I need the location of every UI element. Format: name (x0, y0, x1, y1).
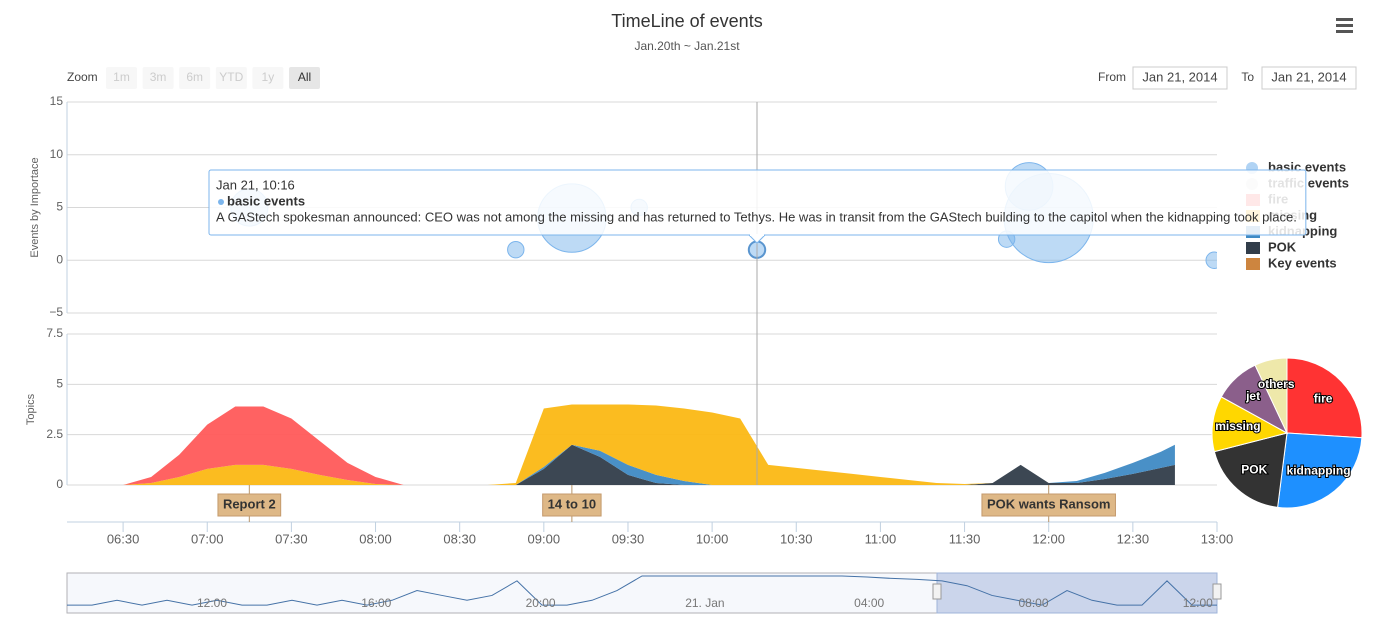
tooltip-text: A GAStech spokesman announced: CEO was n… (216, 209, 1297, 224)
to-value: Jan 21, 2014 (1271, 69, 1346, 84)
zoom-button-label: All (298, 70, 311, 84)
flag-label: Report 2 (223, 496, 276, 511)
y-tick-label: 7.5 (46, 326, 63, 340)
pie-slice (1213, 432, 1288, 508)
menu-bar (1336, 30, 1353, 33)
pie-label: kidnapping (1287, 463, 1351, 477)
y-tick-label: −5 (49, 305, 63, 319)
legend-item[interactable]: Key events (1246, 255, 1337, 270)
pie-slice (1277, 432, 1363, 509)
menu-button[interactable] (1336, 18, 1353, 33)
x-tick-label: 07:00 (191, 531, 224, 546)
y-tick-label: 0 (56, 477, 63, 491)
zoom-button-label: 6m (186, 70, 203, 84)
zoom-button[interactable] (179, 67, 211, 89)
y-tick-label: 5 (56, 200, 63, 214)
tooltip-header: Jan 21, 10:16 (216, 177, 295, 192)
pie-label: POK (1241, 462, 1267, 476)
x-tick-label: 08:30 (443, 531, 476, 546)
navigator-label: 04:00 (854, 596, 884, 610)
y-tick-label: 2.5 (46, 427, 63, 441)
tooltip-box (208, 169, 1307, 236)
to-input[interactable] (1261, 66, 1357, 90)
area (67, 404, 1175, 485)
bubble (507, 241, 525, 259)
pie-slice (1254, 357, 1288, 434)
menu-bar (1336, 18, 1353, 21)
x-tick-label: 08:00 (359, 531, 392, 546)
x-tick-label: 11:00 (865, 531, 897, 546)
area (67, 444, 1175, 485)
x-tick-label: 12:30 (1117, 531, 1150, 546)
y-axis-title: Topics (25, 393, 37, 425)
legend-label: Key events (1268, 255, 1337, 270)
tooltip-bullet (218, 199, 224, 205)
x-tick-label: 13:00 (1201, 531, 1234, 546)
zoom-button-label: 1y (262, 70, 275, 84)
flag (217, 493, 282, 517)
zoom-button[interactable] (252, 67, 284, 89)
zoom-button-label: 3m (150, 70, 167, 84)
x-tick-label: 09:30 (612, 531, 645, 546)
y-tick-label: 10 (50, 147, 64, 161)
navigator-label: 21. Jan (685, 596, 724, 610)
navigator-line (67, 575, 1217, 606)
flag (981, 493, 1116, 517)
y-axis-title: Events by Importace (29, 157, 41, 257)
pie-label: others (1258, 377, 1295, 391)
x-tick-label: 12:00 (1032, 531, 1065, 546)
zoom-button[interactable] (289, 67, 320, 89)
tooltip-series: basic events (227, 193, 305, 208)
navigator-frame (66, 572, 1218, 614)
pie-label: jet (1245, 389, 1260, 403)
area (67, 404, 1175, 485)
pie-slice (1286, 357, 1363, 439)
navigator-selection (936, 572, 1218, 614)
flag (542, 493, 602, 517)
x-tick-label: 07:30 (275, 531, 308, 546)
zoom-button[interactable] (215, 67, 247, 89)
x-tick-label: 06:30 (107, 531, 140, 546)
tooltip-pointer (747, 234, 767, 244)
from-label: From (1098, 70, 1126, 84)
pie-label: fire (1314, 391, 1333, 405)
bubble (1205, 251, 1217, 269)
zoom-button[interactable] (106, 67, 137, 89)
navigator-label: 12:00 (197, 596, 227, 610)
to-label: To (1241, 70, 1254, 84)
menu-bar (1336, 24, 1353, 27)
y-tick-label: 15 (50, 94, 64, 108)
navigator-label: 16:00 (361, 596, 391, 610)
from-input[interactable] (1132, 66, 1228, 90)
legend-symbol (1246, 258, 1260, 270)
legend-item[interactable]: POK (1246, 239, 1297, 254)
navigator-handle[interactable] (932, 583, 942, 600)
x-tick-label: 11:30 (949, 531, 981, 546)
x-tick-label: 09:00 (528, 531, 561, 546)
zoom-button-label: 1m (113, 70, 130, 84)
area (67, 444, 1175, 485)
chart-title: TimeLine of events (611, 11, 762, 31)
zoom-button[interactable] (142, 67, 174, 89)
chart-subtitle: Jan.20th ~ Jan.21st (634, 39, 740, 53)
legend-symbol (1246, 242, 1260, 254)
from-value: Jan 21, 2014 (1142, 69, 1217, 84)
y-tick-label: 5 (56, 377, 63, 391)
flag-label: 14 to 10 (548, 496, 596, 511)
x-tick-label: 10:30 (780, 531, 813, 546)
flag-label: POK wants Ransom (987, 496, 1111, 511)
navigator-label: 12:00 (1183, 596, 1213, 610)
y-tick-label: 0 (56, 252, 63, 266)
zoom-button-label: YTD (219, 70, 243, 84)
legend-label: POK (1268, 239, 1297, 254)
x-tick-label: 10:00 (696, 531, 729, 546)
navigator-label: 20:00 (526, 596, 556, 610)
pie-label: missing (1215, 419, 1260, 433)
navigator-label: 08:00 (1018, 596, 1048, 610)
zoom-label: Zoom (67, 70, 98, 84)
navigator-handle[interactable] (1212, 583, 1222, 600)
